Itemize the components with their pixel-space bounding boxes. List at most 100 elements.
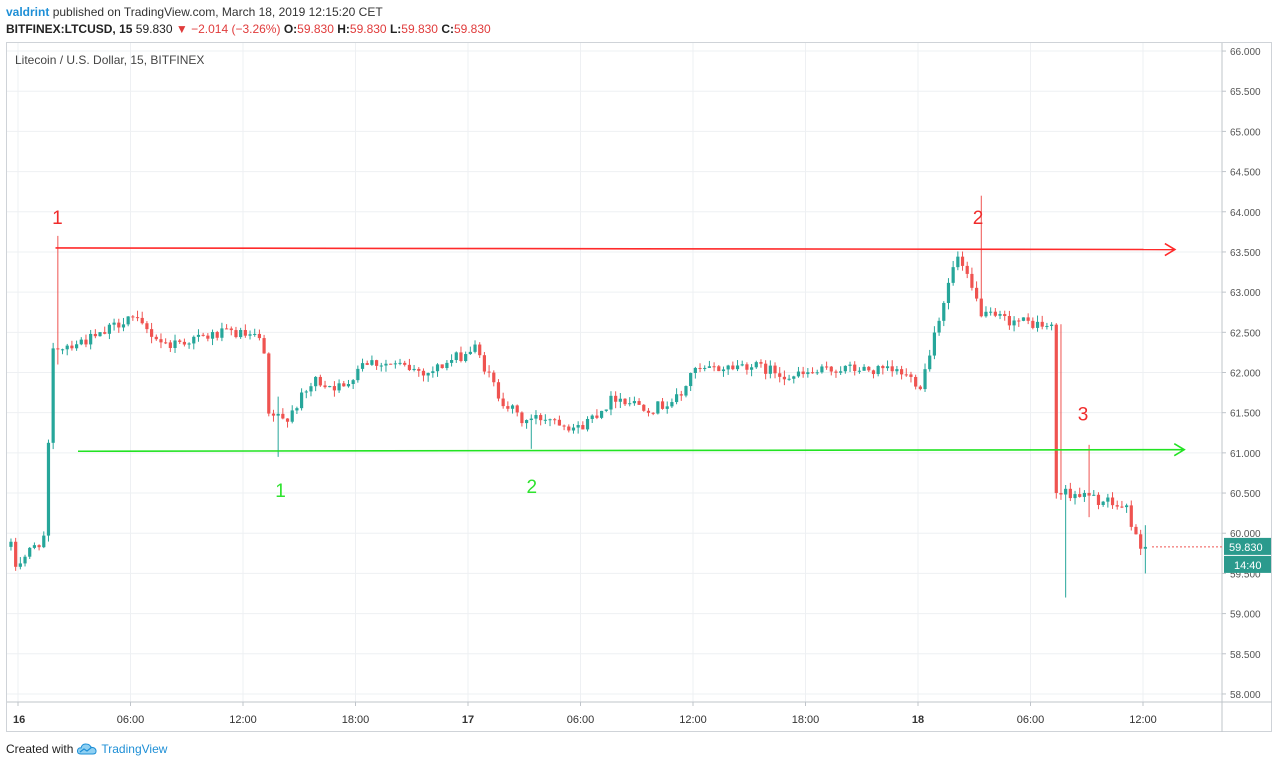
candle-body <box>262 338 266 354</box>
candle-body <box>60 349 65 351</box>
time-tick-label: 12:00 <box>1129 714 1157 726</box>
candle-body <box>46 442 51 536</box>
candle-body <box>646 410 651 413</box>
candle-body <box>103 332 107 334</box>
candle-body <box>914 376 918 387</box>
candle-body <box>656 401 660 414</box>
low-label: L: <box>389 22 402 36</box>
candle-body <box>843 365 847 372</box>
candle-body <box>1007 316 1012 326</box>
time-tick-label: 18:00 <box>342 714 370 726</box>
candle-body <box>42 535 46 548</box>
candle-body <box>529 418 533 421</box>
candle-body <box>224 328 229 330</box>
chart-frame[interactable] <box>6 42 1272 732</box>
candle-body <box>792 376 796 379</box>
candle-body <box>942 302 946 321</box>
candle-body <box>731 365 735 370</box>
candle-body <box>229 328 233 331</box>
price-tick-label: 58.500 <box>1230 650 1261 661</box>
annotation-green-2: 2 <box>526 477 537 498</box>
symbol-label: BITFINEX:LTCUSD, 15 <box>6 22 133 36</box>
tradingview-brand[interactable]: TradingView <box>101 742 168 756</box>
candle-body <box>590 415 594 419</box>
candle-body <box>1064 488 1068 495</box>
candle-body <box>145 323 149 330</box>
candle-body <box>876 366 880 375</box>
candle-body <box>1134 526 1138 535</box>
candle-body <box>328 386 332 388</box>
candle-body <box>454 352 458 361</box>
candle-body <box>998 314 1002 316</box>
candle-body <box>281 413 285 419</box>
candle-body <box>824 366 829 368</box>
high-label: H: <box>337 22 350 36</box>
open-label: O: <box>283 22 298 36</box>
candle-body <box>32 545 37 548</box>
candle-body <box>473 344 477 352</box>
candle-body <box>848 364 852 366</box>
candle-body <box>70 345 74 349</box>
candle-body <box>974 287 979 299</box>
time-tick-label: 06:00 <box>117 714 145 726</box>
candle-body <box>1120 506 1124 508</box>
candle-body <box>1110 497 1115 506</box>
countdown-label: 14:40 <box>1234 560 1262 572</box>
candle-body <box>285 418 290 422</box>
candle-body <box>201 334 205 336</box>
candle-body <box>703 367 707 369</box>
candle-body <box>604 409 608 411</box>
last-price-value: 59.830 <box>135 22 173 36</box>
price-axis[interactable]: 66.000 65.500 65.000 64.500 64.000 63.500 63.0… <box>1152 43 1271 732</box>
time-axis[interactable]: 16 06:00 12:00 18:00 17 06:00 12:00 18:00 18 06:0… <box>7 701 1272 726</box>
candle-body <box>956 256 960 268</box>
candle-body <box>904 374 908 376</box>
candle-body <box>698 367 702 369</box>
candle-body <box>778 373 782 377</box>
close-value: 59.830 <box>453 22 491 36</box>
candle-body <box>295 408 299 411</box>
candle-body <box>745 364 749 370</box>
support-line-arrowhead <box>1173 442 1186 457</box>
price-tick-label: 61.500 <box>1230 409 1261 420</box>
annotation-red-3: 3 <box>1078 405 1089 426</box>
time-tick-label: 06:00 <box>1017 714 1045 726</box>
candle-body <box>407 364 412 371</box>
candle-body <box>1035 321 1040 328</box>
last-price-badge <box>1224 537 1271 555</box>
candle-body <box>810 372 815 374</box>
candle-body <box>717 366 721 372</box>
candle-body <box>726 365 730 370</box>
candle-body <box>553 419 557 421</box>
candle-body <box>674 394 679 403</box>
candle-body <box>839 371 843 373</box>
candle-body <box>501 398 505 407</box>
price-tick-label: 58.000 <box>1230 690 1261 701</box>
candle-body <box>140 317 144 324</box>
candle-body <box>1045 325 1049 327</box>
candle-body <box>965 265 969 274</box>
candle-body <box>1106 497 1110 502</box>
candle-body <box>196 334 201 337</box>
candle-body <box>360 363 365 369</box>
candle-body <box>539 415 543 421</box>
price-tick-label: 63.000 <box>1230 288 1261 299</box>
candle-body <box>787 378 791 380</box>
candle-body <box>426 373 430 376</box>
publish-line: valdrint published on TradingView.com, M… <box>6 5 383 19</box>
candle-body <box>243 330 247 336</box>
candle-body <box>468 351 472 355</box>
candle-body <box>899 369 904 375</box>
candle-body <box>154 336 158 340</box>
candle-body <box>93 333 97 337</box>
author-name[interactable]: valdrint <box>6 5 50 19</box>
candle-body <box>632 401 637 404</box>
candle-body <box>1115 505 1119 507</box>
candle-body <box>28 547 32 557</box>
candle-body <box>829 366 833 372</box>
candle-body <box>1049 324 1054 326</box>
candle-body <box>365 363 369 365</box>
candle-body <box>182 341 187 345</box>
candle-body <box>970 273 974 288</box>
